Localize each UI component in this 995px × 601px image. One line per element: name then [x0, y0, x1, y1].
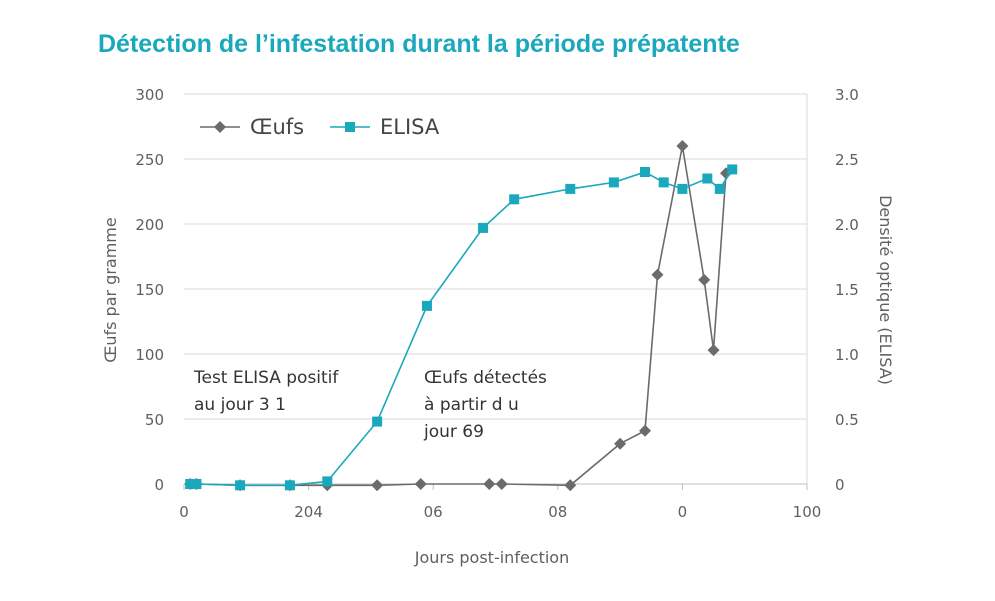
data-point-elisa [284, 480, 295, 491]
y-right-axis-title: Densité optique (ELISA) [876, 195, 895, 385]
data-point-elisa [608, 177, 619, 188]
legend: Œufs ELISA [200, 115, 440, 139]
y-right-tick-label: 0.5 [835, 411, 859, 429]
annotation-elisa-line-2: au jour 3 1 [194, 395, 286, 415]
data-point-oeufs [651, 268, 664, 281]
data-point-oeufs [639, 424, 652, 437]
y-tick-label: 200 [135, 216, 164, 234]
series [184, 140, 738, 492]
data-point-elisa [640, 167, 651, 177]
data-point-oeufs [495, 478, 508, 490]
data-point-elisa [421, 300, 432, 311]
y-right-tick-label: 3.0 [835, 86, 859, 104]
annotation-oeufs-line-2: à partir d u [424, 395, 519, 415]
legend-label-elisa: ELISA [380, 115, 440, 139]
data-point-oeufs [614, 437, 627, 450]
gridlines [184, 93, 807, 420]
y-tick-label: 100 [135, 346, 164, 364]
x-axis-title: Jours post-infection [414, 548, 569, 567]
y-tick-label: 250 [135, 151, 164, 169]
y-tick-label: 0 [154, 476, 164, 494]
data-point-oeufs [414, 478, 427, 490]
annotation-oeufs-line-1: Œufs détectés [424, 368, 547, 388]
data-point-oeufs [698, 273, 711, 286]
x-tick-label: 0 [179, 503, 189, 521]
chart-title: Détection de l’infestation durant la pér… [98, 30, 740, 58]
data-point-elisa [702, 173, 713, 184]
x-tick-label: 100 [793, 503, 822, 521]
annotations: Test ELISA positif au jour 3 1 Œufs déte… [193, 368, 547, 442]
annotation-elisa-line-1: Test ELISA positif [193, 368, 339, 388]
data-point-elisa [185, 479, 196, 489]
data-point-elisa [727, 164, 738, 175]
data-point-elisa [478, 222, 489, 233]
data-point-oeufs [564, 479, 577, 492]
legend-item-oeufs: Œufs [200, 115, 304, 139]
y-axis-title: Œufs par gramme [101, 217, 120, 363]
x-tick-label: 06 [424, 503, 443, 521]
data-point-oeufs [676, 140, 689, 152]
y-right-tick-label: 1.5 [835, 281, 859, 299]
data-point-oeufs [483, 478, 496, 490]
annotation-oeufs-line-3: jour 69 [423, 422, 484, 442]
data-point-elisa [509, 194, 520, 205]
data-point-elisa [322, 476, 333, 487]
legend-item-elisa: ELISA [330, 115, 440, 139]
data-point-elisa [191, 479, 202, 489]
axes [183, 94, 808, 490]
y-right-tick-label: 2.5 [835, 151, 859, 169]
data-point-elisa [658, 177, 669, 188]
data-point-oeufs [707, 344, 720, 357]
y-tick-label: 150 [135, 281, 164, 299]
legend-label-oeufs: Œufs [250, 115, 304, 139]
y-tick-label: 300 [135, 86, 164, 104]
data-point-elisa [677, 183, 688, 194]
data-point-elisa [372, 416, 383, 427]
x-tick-label: 204 [294, 503, 323, 521]
x-tick-label: 0 [678, 503, 688, 521]
y-right-tick-label: 1.0 [835, 346, 859, 364]
data-point-elisa [565, 183, 576, 194]
data-point-oeufs [371, 479, 384, 492]
y-tick-label: 50 [145, 411, 164, 429]
legend-marker-elisa [345, 122, 355, 132]
legend-marker-oeufs [214, 121, 226, 133]
data-point-elisa [714, 183, 725, 194]
x-tick-label: 08 [548, 503, 567, 521]
y-right-tick-label: 0 [835, 476, 845, 494]
data-point-elisa [235, 480, 246, 491]
y-right-tick-label: 2.0 [835, 216, 859, 234]
